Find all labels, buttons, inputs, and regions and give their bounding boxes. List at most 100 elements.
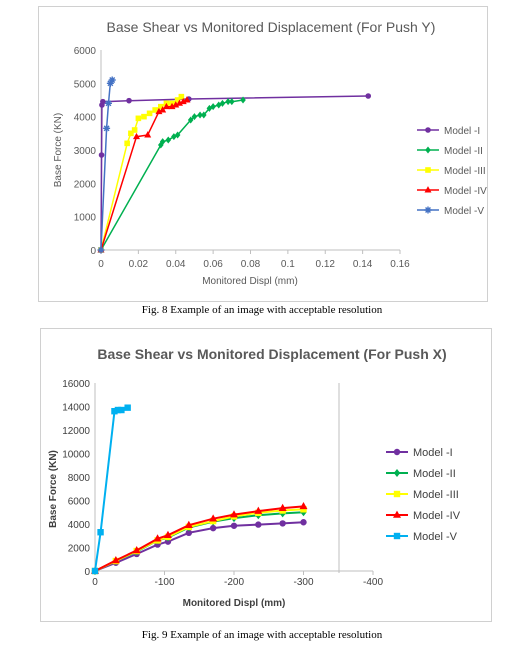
data-point: [191, 113, 198, 121]
y-tick-label: 4000: [74, 113, 97, 124]
data-point: [174, 97, 181, 103]
chart-panel-push-x: Base Shear vs Monitored Displacement (Fo…: [40, 328, 492, 622]
legend-swatch-marker: [393, 510, 401, 518]
data-point: [104, 99, 112, 107]
data-point: [254, 506, 263, 514]
data-point: [209, 514, 218, 522]
data-point: [255, 521, 262, 528]
data-point: [106, 79, 114, 87]
series-line: [94, 511, 304, 572]
x-tick-label: 0: [98, 259, 104, 270]
series-line: [100, 96, 182, 251]
x-tick-label: 0.02: [129, 259, 149, 270]
x-axis-label: Monitored Displ (mm): [183, 598, 286, 609]
chart-push-x: Base Shear vs Monitored Displacement (Fo…: [48, 346, 461, 609]
chart-panel-push-y: Base Shear vs Monitored Displacement (Fo…: [38, 6, 488, 302]
data-point: [230, 522, 238, 529]
chart-title: Base Shear vs Monitored Displacement (Fo…: [107, 19, 436, 35]
legend-label: Model -III: [444, 166, 486, 177]
data-point: [365, 93, 372, 99]
y-tick-label: 2000: [68, 544, 91, 555]
x-tick-label: 0.04: [166, 259, 186, 270]
data-point: [108, 76, 116, 84]
data-point: [97, 246, 105, 254]
y-axis-label: Base Force (KN): [48, 450, 59, 528]
y-axis-label: Base Force (KN): [53, 113, 64, 187]
data-point: [300, 519, 307, 526]
data-point: [210, 103, 216, 111]
data-point: [163, 530, 172, 538]
legend-swatch-marker: [424, 186, 432, 193]
data-point: [162, 102, 170, 110]
series-line: [94, 505, 304, 572]
legend-swatch-marker: [425, 127, 431, 133]
legend-label: Model -IV: [413, 510, 461, 522]
data-point: [299, 501, 308, 510]
data-point: [91, 567, 99, 575]
data-point: [155, 107, 163, 115]
y-tick-label: 4000: [68, 520, 91, 531]
data-point: [219, 99, 226, 107]
data-point: [158, 103, 164, 110]
data-point: [215, 101, 222, 109]
data-point: [184, 520, 193, 528]
data-point: [178, 93, 185, 100]
data-point: [230, 510, 238, 518]
data-point: [300, 506, 307, 513]
x-tick-label: -100: [154, 577, 174, 588]
data-point: [172, 101, 180, 108]
y-tick-label: 3000: [74, 146, 97, 157]
series-line: [94, 508, 304, 572]
legend-swatch-marker: [425, 146, 431, 154]
x-tick-label: 0.14: [353, 259, 373, 270]
data-point: [133, 132, 141, 140]
legend-swatch-marker: [424, 206, 432, 214]
data-point: [209, 524, 217, 532]
data-point: [103, 124, 111, 132]
y-tick-label: 6000: [68, 497, 91, 508]
data-point: [185, 529, 193, 537]
series-line: [94, 521, 304, 572]
data-point: [183, 96, 191, 103]
chart-title: Base Shear vs Monitored Displacement (Fo…: [97, 346, 446, 362]
data-point: [111, 408, 118, 415]
data-point: [174, 131, 181, 139]
legend-label: Model -I: [413, 447, 453, 459]
data-point: [128, 130, 134, 137]
y-tick-label: 2000: [74, 179, 97, 190]
chart-push-y: Base Shear vs Monitored Displacement (Fo…: [53, 19, 487, 287]
data-point: [159, 106, 167, 113]
data-point: [278, 503, 287, 511]
legend-swatch-marker: [393, 448, 401, 456]
data-point: [135, 115, 142, 122]
y-tick-label: 0: [90, 246, 96, 257]
y-tick-label: 16000: [62, 379, 90, 390]
x-tick-label: 0: [92, 577, 98, 588]
data-point: [200, 111, 207, 119]
x-tick-label: 0.1: [281, 259, 295, 270]
data-point: [124, 404, 131, 411]
legend-label: Model -V: [444, 206, 484, 217]
data-point: [197, 111, 203, 119]
x-tick-label: -200: [224, 577, 244, 588]
legend-swatch-marker: [393, 490, 401, 498]
data-point: [97, 529, 104, 536]
data-point: [153, 534, 162, 542]
x-tick-label: -300: [293, 577, 313, 588]
data-point: [118, 406, 125, 414]
y-tick-label: 1000: [74, 213, 97, 224]
data-point: [240, 96, 246, 104]
data-point: [171, 133, 177, 141]
data-point: [131, 127, 138, 133]
data-point: [165, 136, 172, 144]
data-point: [144, 131, 152, 138]
legend-label: Model -II: [413, 468, 456, 480]
data-point: [114, 406, 122, 414]
data-point: [175, 99, 183, 106]
legend-label: Model -III: [413, 489, 459, 501]
legend-label: Model -I: [444, 126, 480, 137]
data-point: [206, 104, 213, 112]
series-line: [94, 406, 129, 572]
series-line: [100, 99, 244, 251]
y-tick-label: 8000: [68, 473, 91, 484]
